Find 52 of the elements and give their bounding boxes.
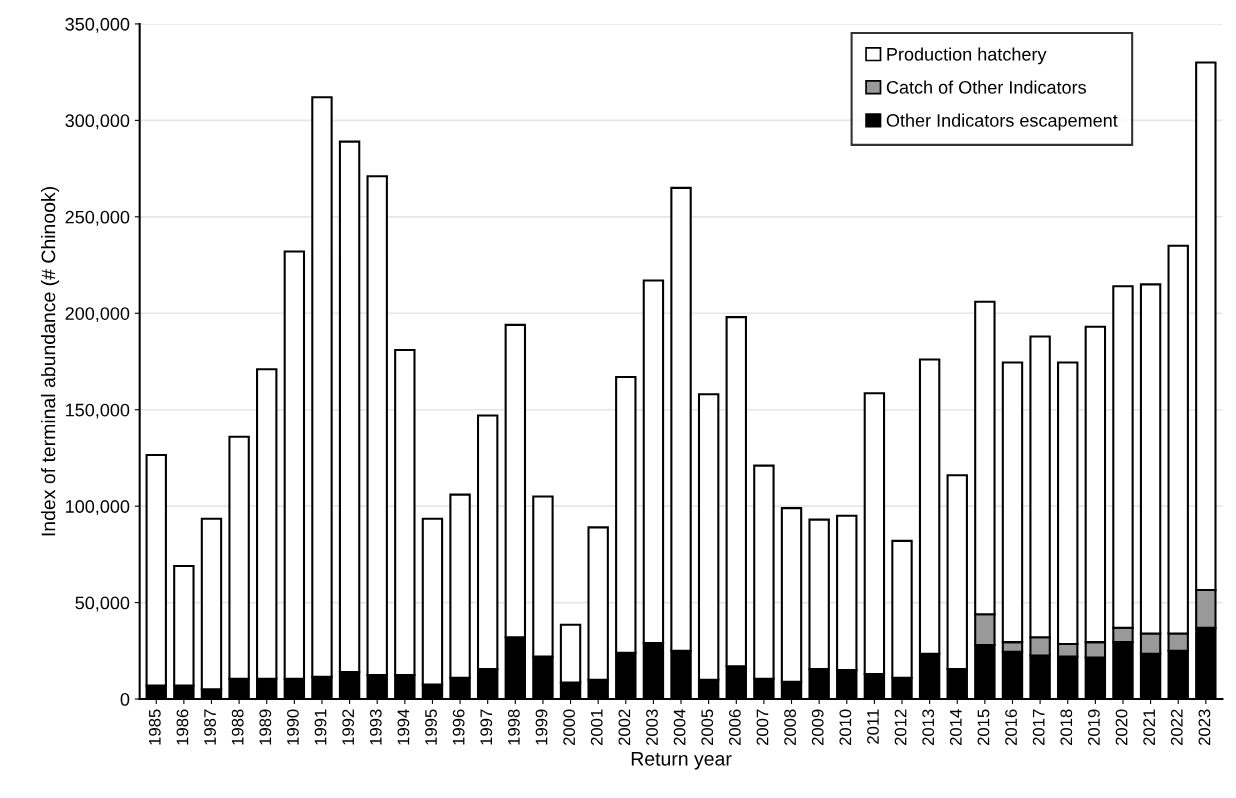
x-tick-label: 1986 — [176, 709, 189, 745]
x-tick-label: 2007 — [756, 709, 769, 745]
legend-label: Catch of Other Indicators — [886, 80, 1086, 94]
x-tick-label: 2009 — [811, 709, 824, 745]
x-tick-label: 1987 — [204, 709, 216, 745]
y-tick-label: 200,000 — [65, 307, 130, 323]
x-tick-label: 2018 — [1060, 709, 1073, 745]
x-tick-label: 2005 — [701, 709, 714, 745]
x-tick-label: 2023 — [1198, 709, 1211, 745]
y-tick-label: 350,000 — [65, 17, 130, 33]
x-tick-label: 1991 — [314, 709, 327, 745]
y-tick-label: 250,000 — [65, 210, 130, 226]
legend-label: Production hatchery — [887, 47, 1047, 65]
y-axis-title: Index of terminal abundance (# Chinook) — [41, 187, 60, 536]
y-tick-label: 0 — [120, 692, 130, 706]
x-tick-label: 1989 — [259, 709, 272, 745]
x-tick-label: 1988 — [231, 709, 244, 745]
x-tick-label: 2012 — [894, 709, 907, 745]
x-tick-label: 2020 — [1115, 709, 1128, 745]
x-tick-label: 2008 — [784, 709, 796, 745]
x-tick-label: 1999 — [535, 709, 548, 745]
x-tick-label: 2015 — [977, 709, 990, 745]
x-tick-label: 2010 — [839, 709, 852, 745]
x-tick-label: 2011 — [867, 709, 879, 744]
x-tick-label: 1992 — [342, 709, 355, 745]
x-tick-label: 2003 — [646, 709, 658, 745]
x-tick-label: 2022 — [1170, 709, 1183, 745]
x-tick-label: 1997 — [480, 709, 493, 745]
x-tick-label: 2016 — [1005, 709, 1017, 745]
x-tick-label: 2014 — [949, 709, 962, 745]
x-tick-label: 1990 — [287, 709, 299, 745]
x-tick-label: 2001 — [590, 709, 603, 745]
y-tick-label: 300,000 — [65, 114, 130, 130]
x-tick-label: 2006 — [728, 709, 741, 745]
x-axis-title: Return year — [631, 752, 732, 770]
y-tick-label: 150,000 — [66, 403, 130, 419]
x-tick-label: 2013 — [922, 709, 935, 745]
y-tick-label: 100,000 — [66, 500, 130, 516]
x-tick-label: 1993 — [369, 709, 382, 745]
y-tick-label: 50,000 — [75, 596, 130, 612]
x-tick-label: 2021 — [1143, 709, 1156, 745]
x-tick-label: 1985 — [148, 709, 161, 745]
x-tick-label: 2017 — [1032, 709, 1045, 745]
x-tick-label: 2000 — [563, 709, 576, 745]
legend-label: Other Indicators escapement — [886, 113, 1118, 131]
x-tick-label: 2002 — [618, 709, 631, 745]
x-tick-label: 1998 — [507, 709, 520, 745]
x-tick-label: 1996 — [452, 709, 465, 745]
x-tick-label: 2019 — [1088, 709, 1100, 745]
x-tick-label: 2004 — [673, 709, 686, 745]
x-tick-label: 1994 — [397, 709, 410, 745]
x-tick-label: 1995 — [425, 709, 437, 745]
